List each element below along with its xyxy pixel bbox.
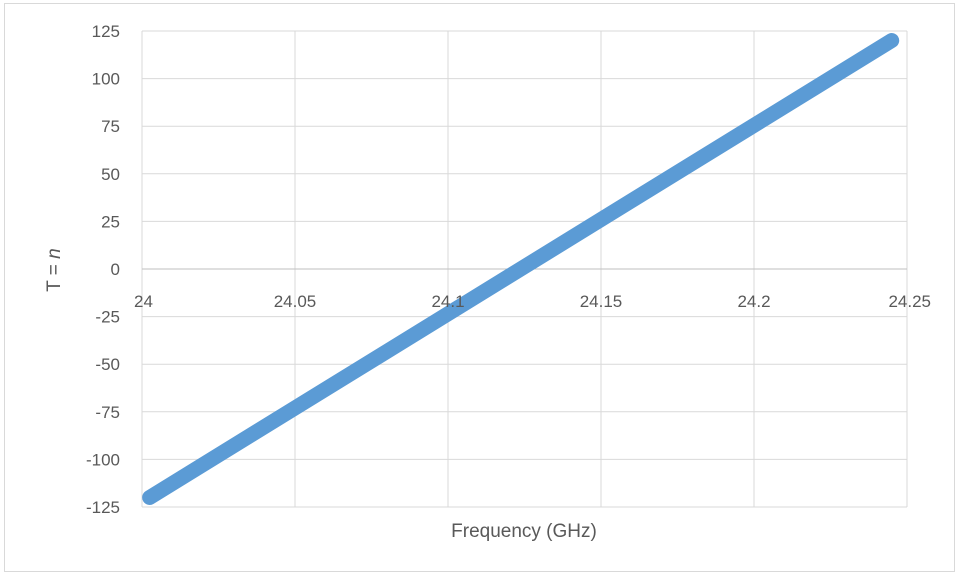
y-tick-label: -125 — [86, 498, 120, 517]
x-tick-labels: 24 24.05 24.1 24.15 24.2 24.25 — [134, 292, 931, 311]
y-axis-title-variable: n — [44, 248, 65, 259]
series-line-0 — [142, 33, 900, 505]
x-tick-label: 24.05 — [274, 292, 317, 311]
y-tick-label: 50 — [101, 165, 120, 184]
y-tick-label: 75 — [101, 117, 120, 136]
y-tick-label: 0 — [111, 260, 120, 279]
y-tick-labels: 125 100 75 50 25 0 -25 -50 -75 -100 -125 — [86, 22, 120, 517]
y-tick-label: 125 — [92, 22, 120, 41]
x-tick-label: 24.25 — [888, 292, 931, 311]
x-tick-label: 24.1 — [431, 292, 464, 311]
y-axis-title: T = n — [44, 248, 65, 292]
x-tick-label: 24.15 — [580, 292, 623, 311]
y-tick-label: -50 — [95, 355, 120, 374]
y-tick-label: 25 — [101, 212, 120, 231]
y-axis-title-prefix: T = — [44, 259, 65, 292]
y-tick-label: -25 — [95, 308, 120, 327]
y-tick-label: -100 — [86, 450, 120, 469]
x-tick-label: 24 — [134, 292, 153, 311]
x-axis-title: Frequency (GHz) — [451, 521, 597, 542]
series-layer — [142, 33, 900, 505]
y-tick-label: 100 — [92, 70, 120, 89]
x-tick-label: 24.2 — [737, 292, 770, 311]
y-tick-label: -75 — [95, 403, 120, 422]
